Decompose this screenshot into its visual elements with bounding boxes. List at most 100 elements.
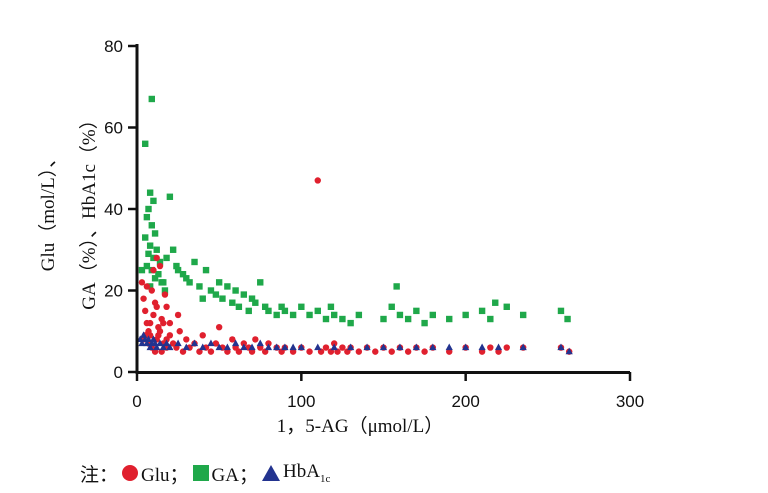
glu-point	[252, 336, 259, 343]
glu-point	[138, 279, 146, 286]
glu-point	[487, 344, 494, 351]
ga-point	[151, 230, 159, 237]
x-tick-label: 0	[132, 392, 141, 411]
ga-point	[462, 311, 469, 319]
glu-point	[215, 323, 223, 331]
legend-ga-marker	[192, 465, 209, 481]
ga-point	[146, 283, 154, 290]
glu-point	[160, 319, 167, 327]
ga-point	[145, 205, 152, 213]
glu-point	[153, 303, 160, 310]
ga-point	[196, 283, 203, 290]
hba1c-point	[557, 343, 565, 351]
ga-point	[146, 242, 154, 249]
x-axis-title: 1，5-AG（μmol/L）	[277, 415, 443, 437]
glu-point	[176, 328, 183, 335]
hba1c-point	[429, 343, 437, 351]
glu-point	[212, 340, 220, 347]
hba1c-point	[138, 339, 146, 347]
hba1c-point	[297, 343, 305, 351]
legend-note-prefix: 注：	[80, 464, 119, 486]
glu-point	[183, 336, 190, 343]
ga-point	[265, 307, 272, 315]
glu-point	[153, 254, 160, 262]
ga-point	[281, 307, 289, 315]
ga-point	[138, 266, 146, 274]
ga-point	[235, 303, 243, 310]
plot-points	[136, 95, 573, 355]
glu-point	[404, 348, 412, 355]
hba1c-point	[146, 343, 154, 351]
glu-point	[156, 262, 164, 270]
hba1c-point	[281, 343, 289, 351]
ga-point	[142, 234, 149, 241]
glu-point	[240, 340, 248, 347]
glu-point	[143, 283, 151, 290]
ga-point	[347, 319, 354, 327]
ga-point	[143, 262, 151, 270]
ga-point	[229, 299, 236, 306]
ga-point	[173, 262, 180, 270]
ga-point	[314, 307, 321, 315]
ga-point	[261, 303, 269, 310]
hba1c-point	[215, 343, 223, 351]
ga-point	[148, 222, 155, 229]
hba1c-point	[166, 343, 174, 351]
hba1c-point	[273, 343, 281, 351]
ga-point	[248, 295, 256, 302]
x-tick-label: 200	[451, 392, 479, 411]
hba1c-point	[478, 343, 486, 351]
y-tick-label: 20	[104, 282, 123, 301]
hba1c-point	[248, 343, 256, 351]
glu-point	[331, 340, 338, 347]
hba1c-point	[396, 343, 404, 351]
hba1c-point	[207, 339, 215, 347]
glu-point	[156, 328, 164, 335]
hba1c-point	[190, 339, 199, 347]
glu-point	[150, 266, 157, 274]
ga-point	[232, 287, 239, 294]
ga-point	[224, 283, 231, 290]
hba1c-point	[174, 339, 182, 347]
ga-point	[273, 311, 280, 319]
hba1c-point	[565, 347, 573, 355]
hba1c-point	[240, 343, 248, 351]
glu-point	[355, 348, 363, 355]
ga-point	[245, 307, 252, 315]
glu-point	[372, 348, 379, 355]
ga-point	[327, 303, 335, 310]
ga-point	[219, 295, 226, 302]
glu-point	[150, 311, 157, 319]
ga-point	[199, 295, 206, 302]
glu-point	[265, 340, 272, 347]
hba1c-point	[199, 343, 207, 351]
hba1c-point	[347, 343, 355, 351]
y-tick-label: 80	[104, 37, 123, 56]
legend-glu-label: Glu；	[141, 464, 189, 486]
y-tick-label: 0	[114, 363, 123, 382]
ga-point	[142, 140, 149, 147]
ga-point	[160, 279, 167, 286]
hba1c-point	[363, 343, 371, 351]
ga-point	[339, 315, 346, 323]
legend-hba1c-marker	[261, 465, 280, 481]
ga-point	[150, 254, 157, 262]
hba1c-point	[314, 343, 322, 351]
ga-point	[148, 95, 155, 103]
ga-point	[174, 266, 182, 274]
ga-point	[519, 311, 527, 319]
glu-point	[314, 177, 321, 184]
glu-point	[140, 295, 147, 302]
glu-point	[146, 319, 154, 327]
glu-point	[166, 319, 174, 327]
glu-point	[306, 348, 313, 355]
x-tick-label: 100	[287, 392, 315, 411]
ga-point	[166, 193, 174, 200]
ga-point	[215, 279, 223, 286]
glu-point	[322, 344, 330, 351]
hba1c-point	[144, 335, 153, 342]
ga-point	[212, 291, 220, 298]
hba1c-point	[330, 343, 338, 351]
hba1c-point	[156, 339, 164, 347]
